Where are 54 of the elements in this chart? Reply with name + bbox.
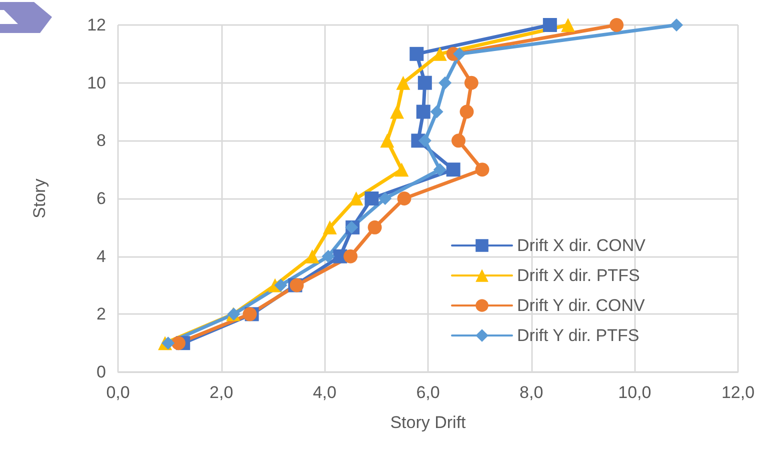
point [368,220,382,234]
point [394,162,409,177]
legend-label: Drift X dir. CONV [517,236,646,255]
point [380,134,394,148]
point [171,336,186,350]
point [542,18,557,32]
point [432,46,447,61]
y-tick-label: 8 [96,131,106,150]
point [322,250,335,263]
point [162,336,175,350]
point [396,76,410,90]
y-tick-label: 4 [96,246,106,266]
x-tick-label: 2,0 [210,383,234,402]
point [453,47,466,60]
legend-label: Drift Y dir. CONV [517,296,646,315]
x-tick-label: 6,0 [416,383,440,402]
point [464,76,478,90]
point [390,104,404,119]
point [305,249,320,264]
point [274,278,288,292]
point [561,18,576,32]
point [378,192,392,205]
y-tick-label: 12 [87,16,106,34]
point [433,163,446,176]
y-tick-label: 0 [96,362,106,382]
point [416,104,430,119]
point [364,192,379,206]
y-tick-label: 2 [96,304,106,324]
point [410,46,424,61]
x-tick-label: 4,0 [312,383,336,402]
y-tick-label: 10 [87,73,106,92]
legend-label: Drift X dir. PTFS [517,266,640,285]
point [438,76,452,90]
point [349,192,364,206]
point [670,18,684,32]
y-axis-title: Story [30,178,49,218]
x-axis-title: Story Drift [390,413,466,432]
x-tick-label: 10,0 [618,383,652,402]
x-tick-label: 8,0 [520,383,544,402]
point [446,162,460,177]
point [452,134,466,148]
x-tick-label: 0,0 [106,383,130,402]
x-tick-label: 12,0 [721,383,755,402]
point [610,18,624,32]
point [322,220,337,234]
point [418,76,432,90]
y-tick-label: 6 [96,189,106,208]
point [460,104,474,119]
point [344,249,358,264]
legend-label: Drift Y dir. PTFS [517,326,640,345]
point [397,192,412,206]
point [475,162,490,177]
point [430,105,444,118]
point [418,134,432,148]
